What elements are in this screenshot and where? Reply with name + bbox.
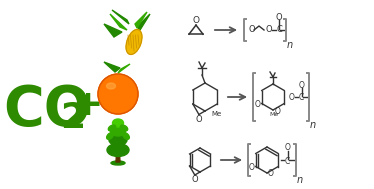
Text: n: n bbox=[287, 40, 293, 50]
Text: Me: Me bbox=[269, 112, 279, 118]
Text: O: O bbox=[255, 100, 261, 109]
Text: n: n bbox=[297, 175, 303, 185]
Text: O: O bbox=[289, 94, 295, 102]
Ellipse shape bbox=[120, 125, 128, 131]
Polygon shape bbox=[116, 153, 120, 162]
Polygon shape bbox=[118, 64, 130, 73]
Circle shape bbox=[98, 74, 138, 114]
Text: C: C bbox=[277, 26, 283, 35]
Text: Me: Me bbox=[211, 111, 221, 117]
Ellipse shape bbox=[123, 133, 129, 139]
Text: C: C bbox=[285, 156, 290, 166]
Text: n: n bbox=[310, 120, 316, 130]
Polygon shape bbox=[135, 12, 147, 28]
Polygon shape bbox=[104, 24, 122, 37]
Ellipse shape bbox=[109, 135, 127, 146]
Polygon shape bbox=[110, 14, 127, 30]
Text: O: O bbox=[285, 143, 291, 153]
Text: O: O bbox=[276, 12, 282, 22]
Text: O: O bbox=[193, 16, 199, 25]
Text: 2: 2 bbox=[60, 101, 85, 135]
Text: O: O bbox=[268, 170, 274, 178]
Ellipse shape bbox=[111, 161, 125, 165]
Ellipse shape bbox=[126, 29, 142, 54]
Polygon shape bbox=[137, 14, 150, 30]
Text: O: O bbox=[266, 26, 273, 35]
Ellipse shape bbox=[107, 83, 116, 89]
Text: O: O bbox=[299, 81, 305, 90]
Text: O: O bbox=[191, 175, 198, 184]
Polygon shape bbox=[112, 10, 129, 24]
Ellipse shape bbox=[107, 133, 113, 139]
Ellipse shape bbox=[110, 126, 126, 136]
Text: +: + bbox=[72, 88, 102, 122]
Text: O: O bbox=[196, 115, 202, 123]
Text: CO: CO bbox=[3, 83, 91, 137]
Polygon shape bbox=[104, 62, 120, 72]
Text: C: C bbox=[299, 94, 304, 102]
Text: O: O bbox=[249, 163, 255, 172]
Text: O: O bbox=[249, 26, 255, 35]
Text: O: O bbox=[275, 106, 281, 115]
Ellipse shape bbox=[107, 143, 129, 156]
Ellipse shape bbox=[108, 125, 116, 131]
Ellipse shape bbox=[113, 119, 123, 127]
